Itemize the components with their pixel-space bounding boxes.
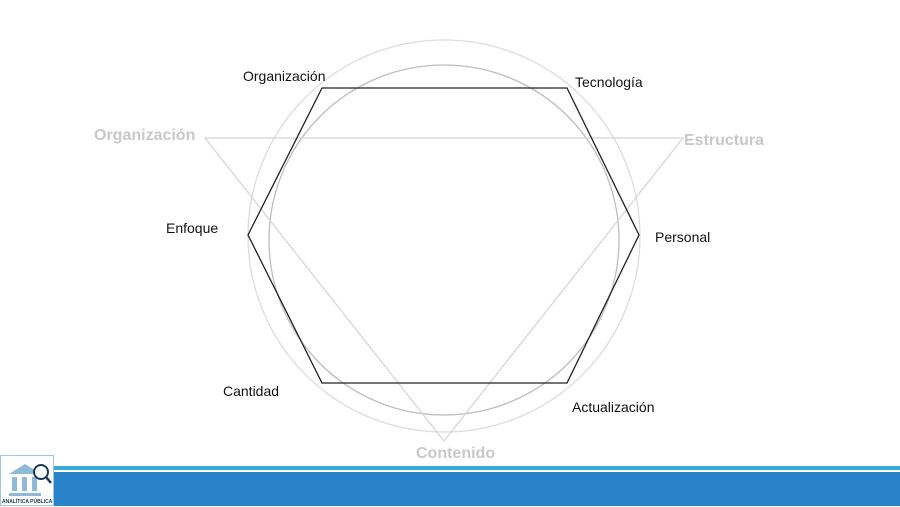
outer-circle <box>247 39 641 433</box>
footer-accent-line <box>0 466 900 470</box>
hexagon <box>247 87 640 384</box>
triangle <box>203 137 685 442</box>
triangle-label-estructura: Estructura <box>684 132 765 149</box>
label-enfoque: Enfoque <box>166 220 219 236</box>
inner-circle <box>268 64 620 416</box>
label-personal: Personal <box>655 229 711 245</box>
footer-bar <box>0 472 900 506</box>
building-magnifier-icon <box>9 464 52 496</box>
label-cantidad: Cantidad <box>223 383 280 399</box>
label-tecnologia: Tecnología <box>575 74 643 90</box>
label-actualizacion: Actualización <box>572 399 655 415</box>
triangle-label-contenido: Contenido <box>416 445 496 462</box>
label-organizacion: Organización <box>243 68 326 84</box>
logo-text: ANALÍTICA PÚBLICA <box>2 499 53 505</box>
logo: ANALÍTICA PÚBLICA <box>0 455 54 506</box>
triangle-label-organizacion: Organización <box>94 127 196 144</box>
